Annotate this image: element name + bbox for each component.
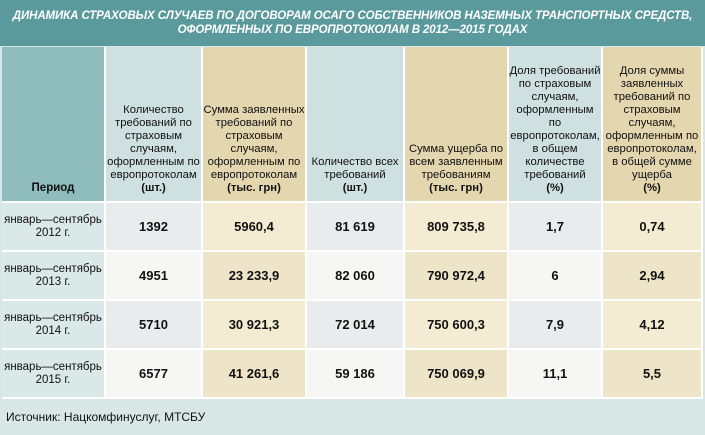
table-title-line-2: ОФОРМЛЕННЫХ ПО ЕВРОПРОТОКОЛАМ В 2012—201…	[177, 24, 528, 36]
cell-share-sum: 0,74	[603, 203, 703, 252]
cell-count-euro: 4951	[106, 252, 203, 301]
data-table: Период Количество требований по страховы…	[2, 47, 703, 399]
cell-share-count: 1,7	[509, 203, 603, 252]
table-row: январь—сентябрь 2015 г. 6577 41 261,6 59…	[2, 350, 703, 399]
cell-count-all: 72 014	[307, 301, 405, 350]
cell-period: январь—сентябрь 2012 г.	[2, 203, 106, 252]
cell-sum-euro: 41 261,6	[203, 350, 307, 399]
cell-sum-euro: 30 921,3	[203, 301, 307, 350]
header-sum-euro-unit: (тыс. грн)	[227, 182, 281, 194]
table-row: январь—сентябрь 2013 г. 4951 23 233,9 82…	[2, 252, 703, 301]
header-sum-all-unit: (тыс. грн)	[429, 182, 483, 194]
header-count-euro: Количество требований по страховым случа…	[106, 47, 203, 203]
cell-period: январь—сентябрь 2013 г.	[2, 252, 106, 301]
cell-share-count: 6	[509, 252, 603, 301]
header-share-count-unit: (%)	[546, 182, 564, 194]
cell-count-all: 82 060	[307, 252, 405, 301]
header-sum-euro: Сумма заявленных требований по страховым…	[203, 47, 307, 203]
header-row: Период Количество требований по страховы…	[2, 47, 703, 203]
table-title: ДИНАМИКА СТРАХОВЫХ СЛУЧАЕВ ПО ДОГОВОРАМ …	[0, 0, 705, 46]
header-count-all-unit: (шт.)	[342, 182, 368, 194]
table-row: январь—сентябрь 2014 г. 5710 30 921,3 72…	[2, 301, 703, 350]
header-count-euro-unit: (шт.)	[141, 182, 166, 194]
header-share-sum: Доля суммы заявленных требований по стра…	[603, 47, 703, 203]
cell-count-euro: 6577	[106, 350, 203, 399]
cell-sum-euro: 23 233,9	[203, 252, 307, 301]
cell-period: январь—сентябрь 2014 г.	[2, 301, 106, 350]
table-row: январь—сентябрь 2012 г. 1392 5960,4 81 6…	[2, 203, 703, 252]
cell-sum-euro: 5960,4	[203, 203, 307, 252]
cell-sum-all: 750 600,3	[405, 301, 509, 350]
cell-share-sum: 4,12	[603, 301, 703, 350]
cell-share-sum: 5,5	[603, 350, 703, 399]
header-share-sum-unit: (%)	[643, 182, 661, 194]
cell-share-sum: 2,94	[603, 252, 703, 301]
header-sum-all: Сумма ущерба по всем заявленным требован…	[405, 47, 509, 203]
cell-count-all: 81 619	[307, 203, 405, 252]
source-note: Источник: Нацкомфинуслуг, МТСБУ	[6, 410, 206, 424]
cell-count-all: 59 186	[307, 350, 405, 399]
cell-sum-all: 809 735,8	[405, 203, 509, 252]
cell-count-euro: 5710	[106, 301, 203, 350]
header-period: Период	[2, 47, 106, 203]
header-count-all: Количество всех требований (шт.)	[307, 47, 405, 203]
cell-period: январь—сентябрь 2015 г.	[2, 350, 106, 399]
cell-sum-all: 790 972,4	[405, 252, 509, 301]
cell-count-euro: 1392	[106, 203, 203, 252]
header-share-count: Доля требований по страховым случаям, оф…	[509, 47, 603, 203]
cell-share-count: 11,1	[509, 350, 603, 399]
table-title-line-1: ДИНАМИКА СТРАХОВЫХ СЛУЧАЕВ ПО ДОГОВОРАМ …	[12, 10, 693, 22]
cell-share-count: 7,9	[509, 301, 603, 350]
cell-sum-all: 750 069,9	[405, 350, 509, 399]
